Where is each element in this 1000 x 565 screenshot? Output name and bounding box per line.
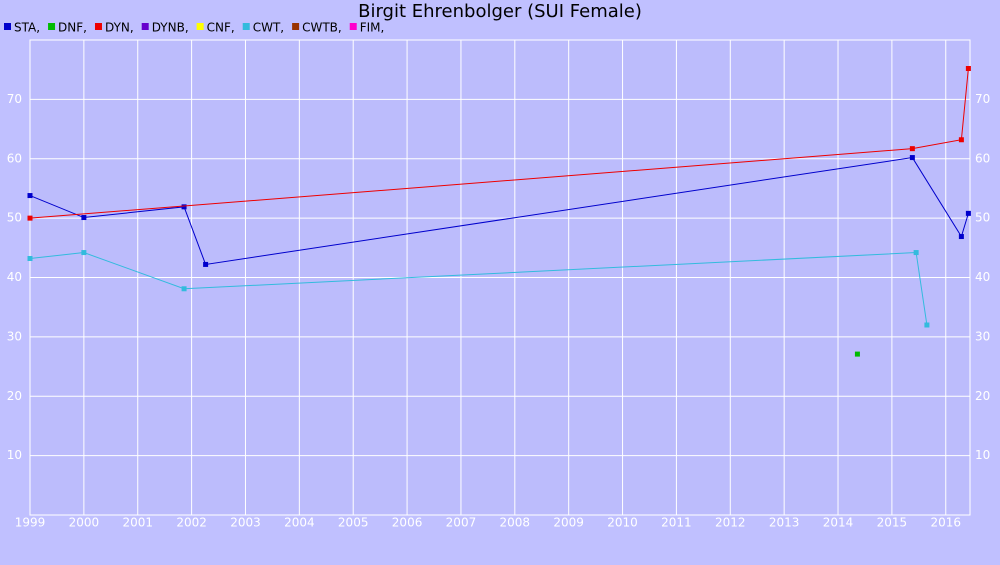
legend-label: CWT, <box>253 21 284 35</box>
data-point <box>81 250 87 256</box>
y-tick-label: 40 <box>7 270 22 284</box>
y2-tick-label: 30 <box>975 329 990 343</box>
x-tick-label: 2000 <box>69 516 100 530</box>
data-point <box>81 215 87 221</box>
y-tick-label: 60 <box>7 151 22 165</box>
data-point <box>958 137 964 143</box>
x-tick-label: 2005 <box>338 516 369 530</box>
y-tick-label: 70 <box>7 92 22 106</box>
legend-label: FIM, <box>360 21 385 35</box>
y2-tick-label: 50 <box>975 211 990 225</box>
legend-swatch <box>242 23 250 30</box>
x-tick-label: 2003 <box>230 516 261 530</box>
legend-label: CWTB, <box>302 21 342 35</box>
x-tick-label: 2006 <box>392 516 423 530</box>
legend-label: DNF, <box>58 21 87 35</box>
legend-swatch <box>48 23 56 30</box>
x-tick-label: 2013 <box>769 516 800 530</box>
legend-swatch <box>349 23 357 30</box>
data-point <box>965 210 971 216</box>
data-point <box>27 256 33 261</box>
data-point <box>27 193 33 199</box>
x-tick-label: 2002 <box>176 516 207 530</box>
data-point <box>913 250 919 256</box>
x-tick-label: 2016 <box>930 516 961 530</box>
x-tick-label: 2012 <box>715 516 746 530</box>
x-tick-label: 2007 <box>446 516 477 530</box>
series-line <box>29 68 969 219</box>
legend-swatch <box>141 23 149 30</box>
data-point <box>965 66 971 71</box>
data-point <box>181 204 187 210</box>
legend-swatch <box>4 23 11 30</box>
x-tick-label: 2004 <box>284 516 315 530</box>
y2-tick-label: 20 <box>975 389 990 403</box>
data-point <box>854 351 860 357</box>
legend-swatch <box>196 23 204 30</box>
data-point <box>203 261 209 267</box>
data-point <box>958 234 964 240</box>
x-tick-label: 2008 <box>500 516 531 530</box>
legend-swatch <box>94 23 102 30</box>
x-tick-label: 2011 <box>661 516 692 530</box>
legend-label: CNF, <box>207 21 235 35</box>
legend-label: STA, <box>14 21 40 35</box>
x-tick-label: 2009 <box>553 516 584 530</box>
y-tick-label: 10 <box>7 448 22 462</box>
data-point <box>909 146 915 152</box>
x-tick-label: 2001 <box>122 516 153 530</box>
y2-tick-label: 60 <box>975 151 990 165</box>
y-tick-label: 30 <box>7 329 22 343</box>
data-point <box>27 215 33 221</box>
y2-tick-label: 70 <box>975 92 990 106</box>
y2-tick-label: 10 <box>975 448 990 462</box>
x-tick-label: 2010 <box>607 516 638 530</box>
y-tick-label: 20 <box>7 389 22 403</box>
data-point <box>181 286 187 292</box>
x-tick-label: 2014 <box>823 516 854 530</box>
chart-title: Birgit Ehrenbolger (SUI Female) <box>358 1 642 22</box>
data-point <box>909 155 915 161</box>
x-tick-label: 2015 <box>877 516 908 530</box>
y2-tick-label: 40 <box>975 270 990 284</box>
legend-label: DYN, <box>105 21 134 35</box>
legend-swatch <box>292 23 300 30</box>
legend-label: DYNB, <box>152 21 189 35</box>
data-point <box>924 322 930 328</box>
y-tick-label: 50 <box>7 211 22 225</box>
x-tick-label: 1999 <box>15 516 46 530</box>
